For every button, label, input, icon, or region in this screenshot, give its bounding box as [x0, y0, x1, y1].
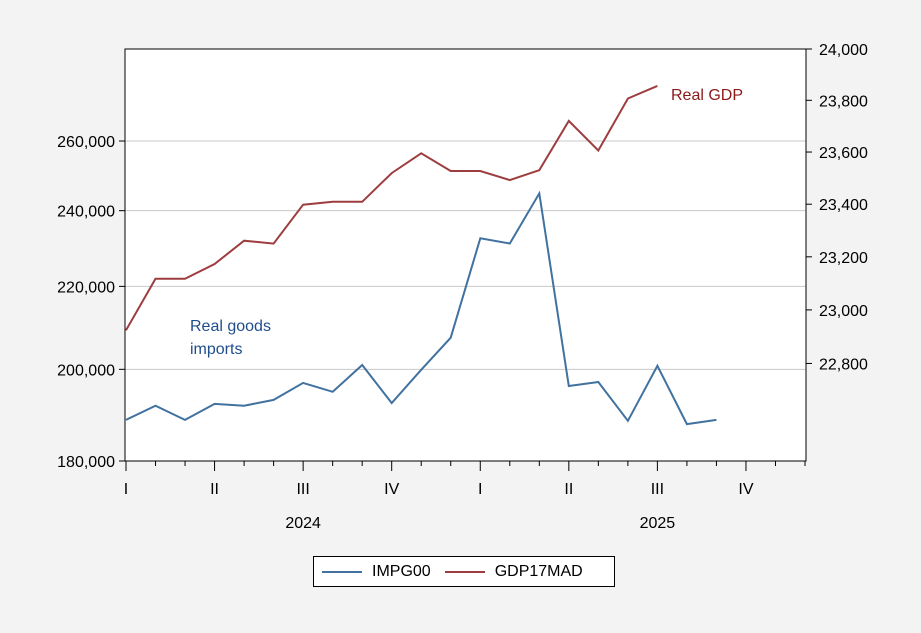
x-axis-quarter-label: III [651, 481, 664, 498]
annotation-real-gdp: Real GDP [671, 87, 743, 104]
x-axis-quarter-label: I [478, 481, 482, 498]
legend: IMPG00 GDP17MAD [313, 556, 615, 587]
right-axis-tick-label: 23,000 [819, 303, 868, 320]
x-axis-quarter-label: I [124, 481, 128, 498]
x-axis-year-label: 2025 [640, 515, 676, 532]
left-axis-tick-label: 180,000 [57, 454, 115, 471]
legend-label-gdp17mad: GDP17MAD [494, 562, 583, 580]
x-axis-quarter-label: II [210, 481, 219, 498]
legend-swatch-impg00 [322, 570, 362, 573]
left-axis-tick-label: 260,000 [57, 134, 115, 151]
annotation-real-goods-imports: imports [190, 341, 242, 358]
legend-item-gdp17mad: GDP17MAD [444, 562, 583, 581]
right-axis-tick-label: 23,800 [819, 93, 868, 110]
x-axis-quarter-label: III [296, 481, 309, 498]
left-axis-tick-label: 200,000 [57, 362, 115, 379]
plot-frame [124, 48, 807, 462]
left-axis-tick-label: 240,000 [57, 204, 115, 221]
x-axis-quarter-label: II [564, 481, 573, 498]
annotations: Real goods imports Real GDP [190, 87, 743, 358]
right-axis-tick-label: 23,600 [819, 145, 868, 162]
x-axis-year-label: 2024 [285, 515, 321, 532]
series-layer [125, 84, 717, 426]
right-axis-tick-label: 22,800 [819, 356, 868, 373]
left-y-axis: 180,000 200,000 220,000 240,000 260,000 [57, 134, 125, 471]
plot-area [125, 49, 806, 461]
legend-swatch-gdp17mad [444, 570, 485, 573]
legend-item-impg00: IMPG00 [322, 563, 431, 581]
right-axis-tick-label: 23,200 [819, 250, 868, 267]
right-axis-tick-label: 24,000 [819, 42, 868, 59]
x-axis-quarter-label: IV [384, 481, 399, 498]
x-axis-quarter-label: IV [738, 481, 753, 498]
left-axis-tick-label: 220,000 [57, 279, 115, 296]
annotation-real-goods-imports: Real goods [190, 318, 271, 335]
legend-label-impg00: IMPG00 [372, 562, 431, 580]
right-y-axis: 22,800 23,000 23,200 23,400 23,600 23,800 24,0… [806, 42, 868, 373]
right-axis-tick-label: 23,400 [819, 197, 868, 214]
